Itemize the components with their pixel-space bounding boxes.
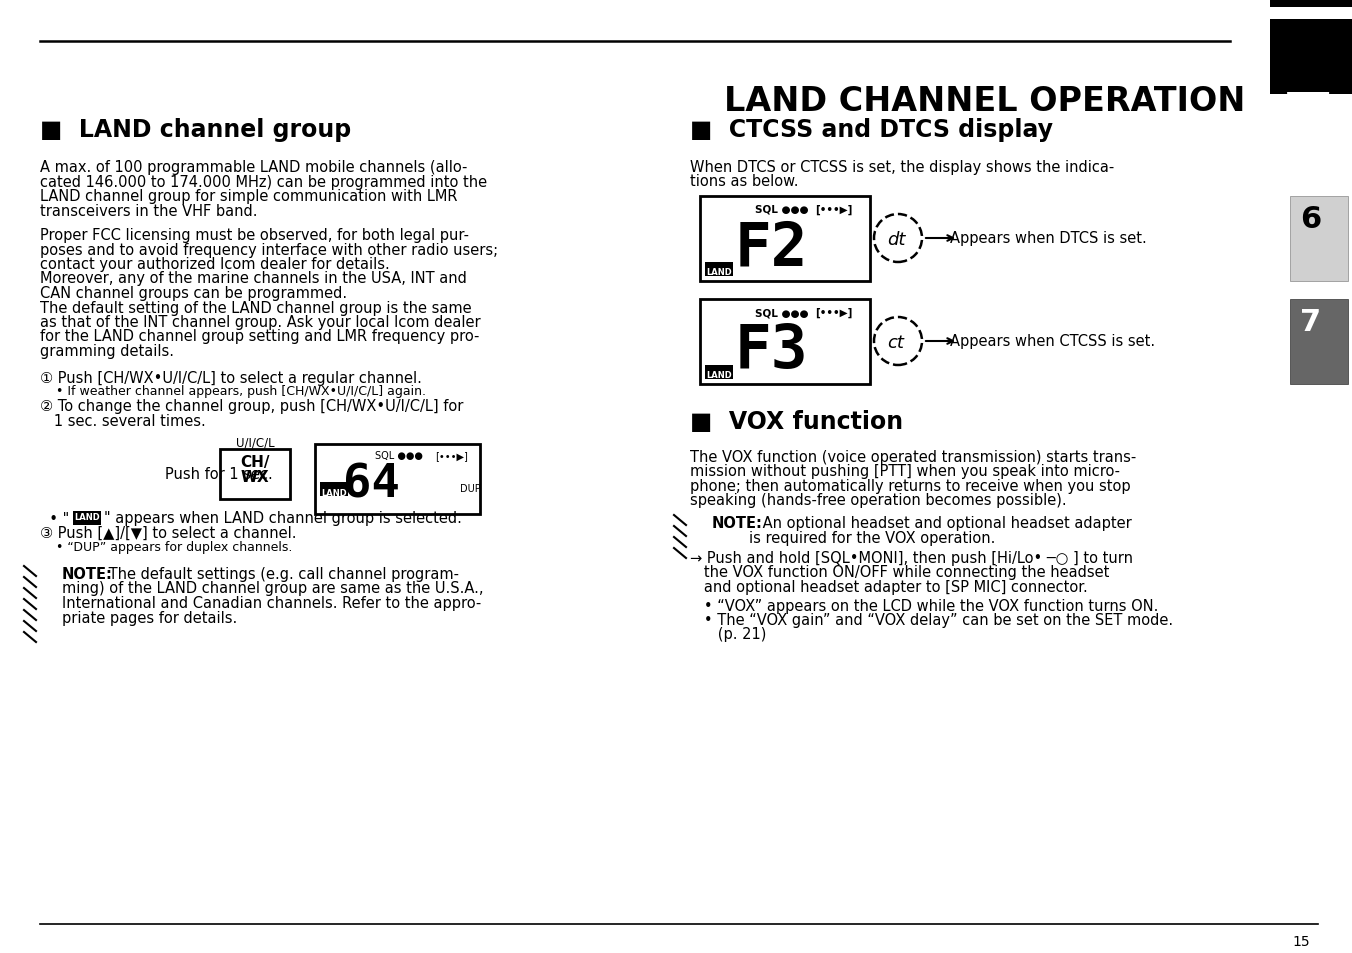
Text: ming) of the LAND channel group are same as the U.S.A.,: ming) of the LAND channel group are same… xyxy=(62,581,484,596)
Text: • If weather channel appears, push [CH/WX•U/I/C/L] again.: • If weather channel appears, push [CH/W… xyxy=(41,385,426,397)
Text: CH/: CH/ xyxy=(241,455,270,470)
Text: priate pages for details.: priate pages for details. xyxy=(62,610,237,625)
Text: (p. 21): (p. 21) xyxy=(690,627,767,641)
Bar xyxy=(704,263,733,276)
Text: contact your authorized Icom dealer for details.: contact your authorized Icom dealer for … xyxy=(41,256,389,272)
Bar xyxy=(1290,196,1348,282)
Text: ■  VOX function: ■ VOX function xyxy=(690,410,903,434)
Text: " appears when LAND channel group is selected.: " appears when LAND channel group is sel… xyxy=(104,511,462,526)
Text: Proper FCC licensing must be observed, for both legal pur-: Proper FCC licensing must be observed, f… xyxy=(41,228,469,243)
Text: The default setting of the LAND channel group is the same: The default setting of the LAND channel … xyxy=(41,300,472,315)
Text: poses and to avoid frequency interface with other radio users;: poses and to avoid frequency interface w… xyxy=(41,242,498,257)
Text: phone; then automatically returns to receive when you stop: phone; then automatically returns to rec… xyxy=(690,478,1130,494)
Bar xyxy=(315,444,480,514)
Bar xyxy=(320,482,347,496)
Text: 64: 64 xyxy=(343,462,400,507)
Bar xyxy=(1270,23,1352,95)
Text: CAN channel groups can be programmed.: CAN channel groups can be programmed. xyxy=(41,286,347,301)
Bar xyxy=(73,511,101,525)
Text: LAND: LAND xyxy=(706,371,731,379)
Bar xyxy=(1270,20,1352,25)
Text: LAND: LAND xyxy=(706,268,731,276)
Text: transceivers in the VHF band.: transceivers in the VHF band. xyxy=(41,203,257,218)
Text: ct: ct xyxy=(887,334,904,352)
Text: • ": • " xyxy=(41,511,74,526)
Text: gramming details.: gramming details. xyxy=(41,344,174,358)
FancyBboxPatch shape xyxy=(220,449,289,499)
Text: Appears when CTCSS is set.: Appears when CTCSS is set. xyxy=(950,334,1155,349)
Text: U/I/C/L: U/I/C/L xyxy=(235,436,274,449)
Text: LAND: LAND xyxy=(74,513,100,522)
Text: SQL ●●●: SQL ●●● xyxy=(754,205,808,214)
Text: [•••▶]: [•••▶] xyxy=(815,205,852,215)
Text: 7: 7 xyxy=(1301,308,1321,336)
Text: 1 sec. several times.: 1 sec. several times. xyxy=(41,414,206,429)
Text: NOTE:: NOTE: xyxy=(62,566,112,581)
Text: The VOX function (voice operated transmission) starts trans-: The VOX function (voice operated transmi… xyxy=(690,450,1136,464)
Text: ■  LAND channel group: ■ LAND channel group xyxy=(41,118,352,142)
Text: DUP: DUP xyxy=(460,484,481,494)
Text: 15: 15 xyxy=(1293,934,1310,948)
Text: The default settings (e.g. call channel program-: The default settings (e.g. call channel … xyxy=(104,566,458,581)
Text: NOTE:: NOTE: xyxy=(713,516,763,531)
Text: SQL ●●●: SQL ●●● xyxy=(754,308,808,317)
Text: speaking (hands-free operation becomes possible).: speaking (hands-free operation becomes p… xyxy=(690,493,1067,508)
Text: 7: 7 xyxy=(1282,90,1336,164)
Text: • “DUP” appears for duplex channels.: • “DUP” appears for duplex channels. xyxy=(41,540,292,553)
Text: A max. of 100 programmable LAND mobile channels (allo-: A max. of 100 programmable LAND mobile c… xyxy=(41,160,468,174)
Text: SQL ●●●: SQL ●●● xyxy=(375,451,423,461)
Text: ■  CTCSS and DTCS display: ■ CTCSS and DTCS display xyxy=(690,118,1053,142)
Text: • “VOX” appears on the LCD while the VOX function turns ON.: • “VOX” appears on the LCD while the VOX… xyxy=(690,598,1159,613)
Text: LAND channel group for simple communication with LMR: LAND channel group for simple communicat… xyxy=(41,189,457,204)
Bar xyxy=(700,196,869,282)
Text: ③ Push [▲]/[▼] to select a channel.: ③ Push [▲]/[▼] to select a channel. xyxy=(41,525,296,540)
Text: cated 146.000 to 174.000 MHz) can be programmed into the: cated 146.000 to 174.000 MHz) can be pro… xyxy=(41,174,487,190)
Text: dt: dt xyxy=(887,231,906,249)
Text: the VOX function ON/OFF while connecting the headset: the VOX function ON/OFF while connecting… xyxy=(690,565,1110,579)
Text: Moreover, any of the marine channels in the USA, INT and: Moreover, any of the marine channels in … xyxy=(41,272,466,286)
Text: • The “VOX gain” and “VOX delay” can be set on the SET mode.: • The “VOX gain” and “VOX delay” can be … xyxy=(690,613,1174,627)
Bar xyxy=(704,366,733,379)
Text: and optional headset adapter to [SP MIC] connector.: and optional headset adapter to [SP MIC]… xyxy=(690,579,1088,595)
Text: When DTCS or CTCSS is set, the display shows the indica-: When DTCS or CTCSS is set, the display s… xyxy=(690,160,1114,174)
Text: ① Push [CH/WX•U/I/C/L] to select a regular channel.: ① Push [CH/WX•U/I/C/L] to select a regul… xyxy=(41,370,422,385)
Text: F3: F3 xyxy=(735,322,808,380)
Text: [•••▶]: [•••▶] xyxy=(815,308,852,318)
Text: Appears when DTCS is set.: Appears when DTCS is set. xyxy=(950,231,1146,246)
Bar xyxy=(1270,0,1352,8)
Text: F2: F2 xyxy=(735,219,808,277)
Text: mission without pushing [PTT] when you speak into micro-: mission without pushing [PTT] when you s… xyxy=(690,464,1119,479)
Text: LAND CHANNEL OPERATION: LAND CHANNEL OPERATION xyxy=(723,85,1245,118)
Text: for the LAND channel group setting and LMR frequency pro-: for the LAND channel group setting and L… xyxy=(41,329,480,344)
Text: LAND: LAND xyxy=(322,489,347,498)
Text: as that of the INT channel group. Ask your local Icom dealer: as that of the INT channel group. Ask yo… xyxy=(41,314,480,330)
Text: WX: WX xyxy=(241,470,269,485)
Text: 6: 6 xyxy=(1301,205,1321,233)
Bar xyxy=(1290,299,1348,385)
Text: → Push and hold [SQL•MONI], then push [Hi/Lo• ─○ ] to turn: → Push and hold [SQL•MONI], then push [H… xyxy=(690,551,1133,565)
Text: Push for 1 sec.: Push for 1 sec. xyxy=(165,467,273,482)
Text: [•••▶]: [•••▶] xyxy=(435,451,468,461)
Bar xyxy=(700,299,869,385)
Text: ② To change the channel group, push [CH/WX•U/I/C/L] for: ② To change the channel group, push [CH/… xyxy=(41,399,464,414)
Text: tions as below.: tions as below. xyxy=(690,174,799,190)
Text: is required for the VOX operation.: is required for the VOX operation. xyxy=(713,530,995,545)
Text: International and Canadian channels. Refer to the appro-: International and Canadian channels. Ref… xyxy=(62,596,481,610)
Text: An optional headset and optional headset adapter: An optional headset and optional headset… xyxy=(758,516,1132,531)
